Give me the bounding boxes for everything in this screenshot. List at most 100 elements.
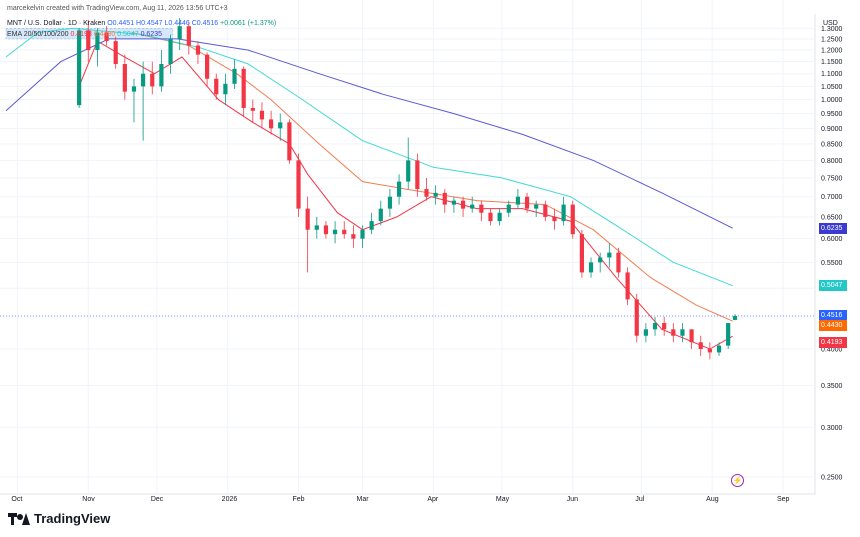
price-badge-value: 0.4193	[821, 338, 843, 346]
candle-body	[543, 204, 548, 217]
candle-body	[707, 348, 712, 353]
price-badge: 0.4430	[819, 320, 847, 332]
y-tick-label: 0.7000	[821, 194, 843, 201]
ema200-line	[5, 38, 733, 229]
price-badge-value: 0.4430	[821, 322, 843, 330]
y-tick-label: 1.2500	[821, 36, 843, 43]
price-badge-value: 0.6235	[821, 224, 843, 232]
candle-body	[598, 257, 603, 263]
change-value: +0.0061 (+1.37%)	[220, 20, 277, 27]
candle-body	[241, 68, 246, 108]
candle-body	[223, 83, 228, 95]
candle-body	[451, 200, 457, 205]
candle-body	[570, 204, 575, 235]
candle-body	[342, 229, 347, 235]
x-tick-label: Apr	[427, 496, 439, 503]
x-tick-label: Mar	[357, 496, 370, 503]
x-tick-label: Oct	[11, 496, 22, 503]
y-tick-label: 1.3000	[821, 26, 843, 33]
candle-body	[424, 189, 429, 197]
candle-body	[141, 73, 146, 87]
y-tick-label: 1.1500	[821, 59, 843, 66]
candle-body	[77, 30, 82, 106]
y-tick-label: 0.6500	[821, 214, 843, 221]
tradingview-wordmark: TradingView	[34, 511, 111, 526]
candle-body	[671, 329, 676, 336]
price-badge: 0.5047	[819, 280, 847, 292]
y-tick-label: 0.9500	[821, 111, 843, 118]
x-tick-label: May	[496, 496, 510, 503]
ema50-value: 0.4430	[93, 31, 116, 38]
candle-body	[86, 30, 91, 51]
candle-body	[268, 119, 274, 129]
ema100-line	[5, 27, 733, 287]
candle-body	[305, 208, 310, 230]
ema200-value: 0.6235	[140, 31, 162, 38]
candle-body	[680, 329, 685, 336]
x-tick-label: Feb	[293, 496, 305, 503]
x-tick-label: Dec	[151, 496, 164, 503]
currency-label: USD	[823, 20, 838, 27]
symbol-name: MNT / U.S. Dollar · 1D · Kraken	[7, 20, 106, 27]
close-value: C0.4516	[191, 20, 219, 27]
candle-body	[515, 196, 521, 205]
x-tick-label: Aug	[706, 496, 719, 503]
high-value: H0.4547	[136, 20, 163, 27]
candle-body	[732, 315, 738, 320]
candle-body	[460, 200, 466, 209]
candle-body	[232, 68, 237, 84]
candle-body	[524, 196, 530, 209]
price-badge-value: 0.5047	[821, 282, 843, 290]
candle-body	[314, 225, 319, 230]
candle-body	[579, 234, 584, 273]
candle-body	[488, 212, 493, 222]
ema-legend[interactable]: EMA 20/50/100/200 0.4193 0.4430 0.5047 0…	[7, 30, 162, 39]
y-tick-label: 0.2500	[821, 474, 843, 481]
y-tick-label: 0.3000	[821, 425, 843, 432]
candle-body	[406, 160, 411, 182]
candle-body	[205, 54, 210, 79]
candle-body	[250, 107, 255, 111]
candle-body	[360, 229, 365, 239]
y-tick-label: 0.8000	[821, 158, 843, 165]
price-badge: 0.4193	[819, 336, 847, 348]
candle-body	[470, 204, 475, 209]
x-tick-label: Jun	[567, 496, 578, 503]
y-tick-label: 1.0500	[821, 84, 843, 91]
symbol-legend: MNT / U.S. Dollar · 1D · Kraken O0.4451 …	[7, 19, 276, 28]
candle-body	[177, 26, 182, 39]
x-tick-label: 2026	[222, 496, 238, 503]
candle-body	[259, 110, 265, 120]
y-tick-label: 0.4000	[821, 346, 843, 353]
x-tick-label: Sep	[777, 496, 790, 503]
y-tick-label: 0.8500	[821, 141, 843, 148]
candle-body	[652, 323, 658, 330]
y-tick-label: 0.7500	[821, 175, 843, 182]
y-tick-label: 0.5500	[821, 260, 843, 267]
candle-body	[625, 272, 630, 300]
candle-body	[634, 299, 639, 336]
y-tick-label: 1.0000	[821, 97, 843, 104]
candle-body	[95, 32, 100, 51]
x-tick-label: Nov	[82, 496, 95, 503]
candle-body	[159, 64, 164, 87]
y-tick-label: 0.6000	[821, 236, 843, 243]
candle-body	[588, 262, 594, 273]
candle-body	[415, 160, 420, 190]
candle-body	[643, 329, 648, 336]
ema20-line	[78, 40, 733, 350]
candle-body	[479, 204, 484, 213]
candle-body	[150, 73, 155, 87]
candle-body	[214, 78, 219, 95]
candle-body	[607, 252, 612, 258]
candle-body	[378, 208, 383, 222]
candle-body	[433, 192, 438, 197]
candle-body	[186, 26, 191, 46]
candle-body	[726, 323, 731, 346]
candle-body	[716, 345, 722, 353]
candle-body	[195, 45, 201, 55]
ema50-line	[131, 32, 733, 322]
lightning-icon[interactable]: ⚡	[731, 474, 744, 487]
candle-body	[113, 41, 118, 65]
